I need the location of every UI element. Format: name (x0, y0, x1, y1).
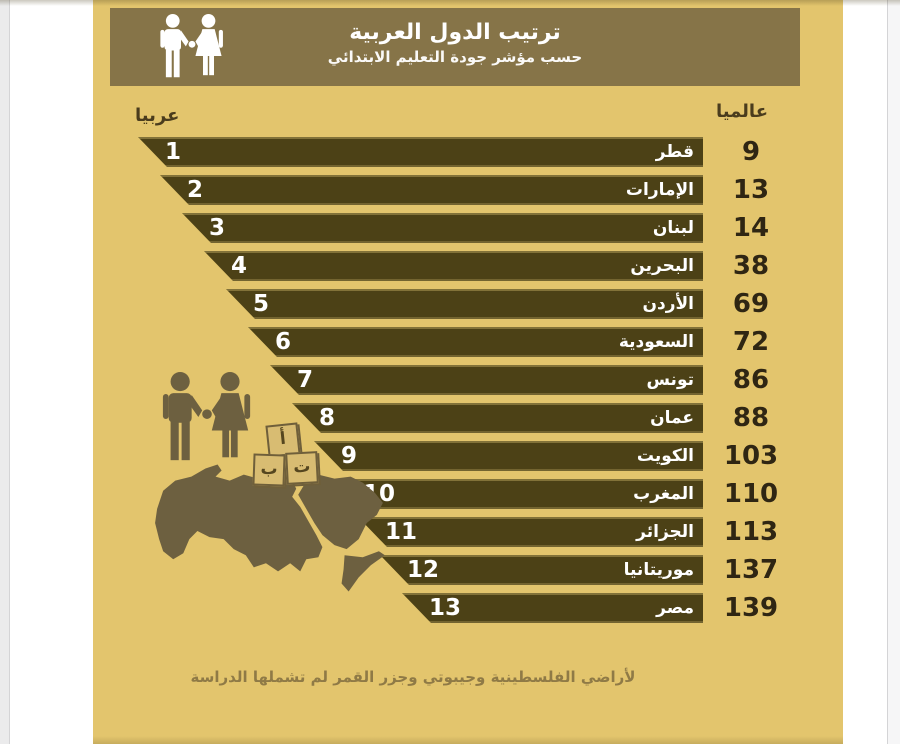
arab-rank-label: 12 (407, 557, 440, 583)
header-banner: ترتيب الدول العربية حسب مؤشر جودة التعلي… (110, 8, 800, 86)
man-woman-couple-icon (160, 14, 223, 78)
alphabet-block: ب (252, 453, 286, 487)
country-label: الكويت (636, 446, 694, 466)
global-rank-label: 113 (723, 517, 779, 547)
country-label: البحرين (630, 256, 694, 276)
arab-rank-label: 7 (297, 367, 314, 393)
country-label: الجزائر (636, 522, 694, 542)
arab-rank-label: 6 (275, 329, 292, 355)
arab-rank-label: 8 (319, 405, 336, 431)
arab-rank-label: 3 (209, 215, 226, 241)
infographic-panel: ترتيب الدول العربية حسب مؤشر جودة التعلي… (93, 0, 843, 744)
page-title: ترتيب الدول العربية (349, 20, 561, 45)
arab-rank-label: 2 (187, 177, 204, 203)
global-rank-label: 103 (723, 441, 779, 471)
country-bar: 1 قطر (138, 137, 703, 167)
bottom-edge-shadow (93, 736, 843, 744)
arab-rank-label: 1 (165, 139, 182, 165)
country-label: المغرب (633, 484, 694, 504)
country-bar: 11 الجزائر (358, 517, 703, 547)
country-label: عمان (650, 408, 694, 428)
top-edge-shadow (0, 0, 900, 6)
global-rank-label: 9 (741, 137, 761, 167)
global-rank-label: 13 (732, 175, 770, 205)
country-bar: 5 الأردن (226, 289, 703, 319)
arab-rank-label: 13 (429, 595, 462, 621)
country-bar: 6 السعودية (248, 327, 703, 357)
study-exclusion-footnote: لأراضي الفلسطينية وجيبوتي وجزر القمر لم … (190, 668, 636, 686)
country-bar: 3 لبنان (182, 213, 703, 243)
arab-rank-label: 4 (231, 253, 248, 279)
country-bar: 13 مصر (402, 593, 703, 623)
country-label: الإمارات (625, 180, 694, 200)
country-label: تونس (646, 370, 694, 390)
arab-rank-label: 9 (341, 443, 358, 469)
global-rank-label: 137 (723, 555, 779, 585)
column-header-global-rank: عالميا (716, 101, 768, 122)
left-margin-strip (0, 0, 10, 744)
country-label: السعودية (618, 332, 694, 352)
global-rank-label: 69 (732, 289, 770, 319)
country-bar: 7 تونس (270, 365, 703, 395)
alphabet-block: ت (285, 451, 319, 485)
right-margin-strip (887, 0, 900, 744)
global-rank-label: 14 (732, 213, 770, 243)
global-rank-label: 110 (723, 479, 779, 509)
country-label: الأردن (642, 294, 694, 314)
global-rank-label: 72 (732, 327, 770, 357)
country-bar: 10 المغرب (336, 479, 703, 509)
global-rank-label: 86 (732, 365, 770, 395)
country-bar: 9 الكويت (314, 441, 703, 471)
country-bar: 4 البحرين (204, 251, 703, 281)
alphabet-blocks: أ ب ت (252, 422, 333, 490)
arab-world-map (155, 464, 385, 592)
country-label: مصر (656, 598, 694, 618)
country-label: موريتانيا (623, 560, 694, 580)
country-bar: 12 موريتانيا (380, 555, 703, 585)
column-header-arab-rank: عربيا (135, 105, 180, 126)
country-label: قطر (655, 142, 694, 162)
country-label: لبنان (652, 218, 694, 238)
header-titles: ترتيب الدول العربية حسب مؤشر جودة التعلي… (110, 19, 800, 68)
country-bar: 8 عمان (292, 403, 703, 433)
country-bar: 2 الإمارات (160, 175, 703, 205)
global-rank-label: 139 (723, 593, 779, 623)
global-rank-label: 38 (732, 251, 770, 281)
arab-rank-label: 5 (253, 291, 270, 317)
global-rank-label: 88 (732, 403, 770, 433)
page-subtitle: حسب مؤشر جودة التعليم الابتدائي (327, 48, 583, 66)
arab-rank-label: 11 (385, 519, 418, 545)
family-silhouette-icon (162, 372, 251, 461)
